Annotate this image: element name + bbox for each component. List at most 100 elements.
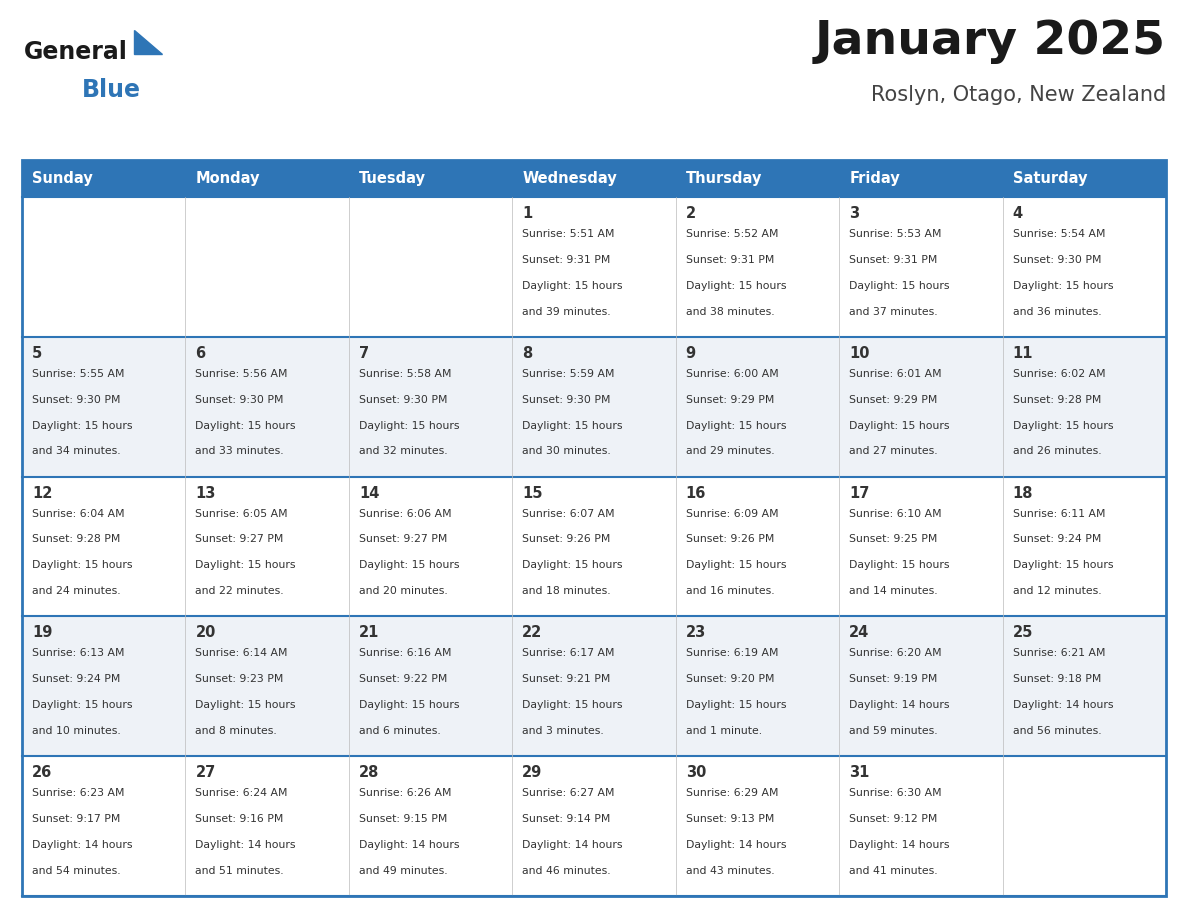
Text: 23: 23 bbox=[685, 625, 706, 641]
Text: Daylight: 15 hours: Daylight: 15 hours bbox=[849, 420, 949, 431]
Text: and 43 minutes.: and 43 minutes. bbox=[685, 866, 775, 876]
Text: Sunrise: 6:02 AM: Sunrise: 6:02 AM bbox=[1012, 369, 1105, 379]
Text: 27: 27 bbox=[196, 766, 216, 780]
Text: Sunrise: 5:52 AM: Sunrise: 5:52 AM bbox=[685, 229, 778, 239]
Text: Sunset: 9:20 PM: Sunset: 9:20 PM bbox=[685, 674, 775, 684]
Text: and 49 minutes.: and 49 minutes. bbox=[359, 866, 448, 876]
Text: 15: 15 bbox=[523, 486, 543, 500]
Text: Sunrise: 6:09 AM: Sunrise: 6:09 AM bbox=[685, 509, 778, 519]
Text: Sunset: 9:24 PM: Sunset: 9:24 PM bbox=[1012, 534, 1101, 544]
Text: and 41 minutes.: and 41 minutes. bbox=[849, 866, 937, 876]
Text: Roslyn, Otago, New Zealand: Roslyn, Otago, New Zealand bbox=[871, 85, 1165, 105]
Text: Daylight: 15 hours: Daylight: 15 hours bbox=[359, 560, 460, 570]
Text: Sunrise: 6:06 AM: Sunrise: 6:06 AM bbox=[359, 509, 451, 519]
Text: Sunrise: 6:00 AM: Sunrise: 6:00 AM bbox=[685, 369, 778, 379]
Text: Sunset: 9:30 PM: Sunset: 9:30 PM bbox=[196, 395, 284, 405]
Text: Sunrise: 6:30 AM: Sunrise: 6:30 AM bbox=[849, 789, 942, 798]
Text: Saturday: Saturday bbox=[1012, 171, 1087, 186]
Text: 1: 1 bbox=[523, 206, 532, 221]
Text: and 12 minutes.: and 12 minutes. bbox=[1012, 587, 1101, 596]
Text: Sunset: 9:17 PM: Sunset: 9:17 PM bbox=[32, 814, 120, 824]
Text: Sunrise: 6:07 AM: Sunrise: 6:07 AM bbox=[523, 509, 615, 519]
Text: Sunset: 9:14 PM: Sunset: 9:14 PM bbox=[523, 814, 611, 824]
Text: Wednesday: Wednesday bbox=[523, 171, 617, 186]
Text: and 26 minutes.: and 26 minutes. bbox=[1012, 446, 1101, 456]
Text: and 8 minutes.: and 8 minutes. bbox=[196, 726, 277, 736]
Text: 25: 25 bbox=[1012, 625, 1032, 641]
Text: and 10 minutes.: and 10 minutes. bbox=[32, 726, 121, 736]
Text: Sunset: 9:30 PM: Sunset: 9:30 PM bbox=[359, 395, 448, 405]
Text: Sunset: 9:29 PM: Sunset: 9:29 PM bbox=[685, 395, 775, 405]
Text: Sunrise: 6:20 AM: Sunrise: 6:20 AM bbox=[849, 648, 942, 658]
Text: Sunset: 9:30 PM: Sunset: 9:30 PM bbox=[1012, 255, 1101, 265]
Text: Sunrise: 6:19 AM: Sunrise: 6:19 AM bbox=[685, 648, 778, 658]
Text: and 1 minute.: and 1 minute. bbox=[685, 726, 762, 736]
Text: 30: 30 bbox=[685, 766, 706, 780]
Text: Daylight: 15 hours: Daylight: 15 hours bbox=[196, 420, 296, 431]
Text: 29: 29 bbox=[523, 766, 543, 780]
Text: 13: 13 bbox=[196, 486, 216, 500]
Text: 7: 7 bbox=[359, 346, 369, 361]
Text: and 29 minutes.: and 29 minutes. bbox=[685, 446, 775, 456]
Text: Daylight: 15 hours: Daylight: 15 hours bbox=[685, 281, 786, 291]
Text: Daylight: 15 hours: Daylight: 15 hours bbox=[685, 560, 786, 570]
Text: Sunset: 9:25 PM: Sunset: 9:25 PM bbox=[849, 534, 937, 544]
Text: and 27 minutes.: and 27 minutes. bbox=[849, 446, 937, 456]
Text: Sunrise: 6:11 AM: Sunrise: 6:11 AM bbox=[1012, 509, 1105, 519]
Text: and 32 minutes.: and 32 minutes. bbox=[359, 446, 448, 456]
Text: Sunset: 9:21 PM: Sunset: 9:21 PM bbox=[523, 674, 611, 684]
Text: Daylight: 15 hours: Daylight: 15 hours bbox=[359, 700, 460, 711]
Text: Daylight: 15 hours: Daylight: 15 hours bbox=[1012, 560, 1113, 570]
Text: Daylight: 15 hours: Daylight: 15 hours bbox=[1012, 420, 1113, 431]
Text: and 36 minutes.: and 36 minutes. bbox=[1012, 307, 1101, 317]
Text: Daylight: 15 hours: Daylight: 15 hours bbox=[849, 281, 949, 291]
Text: Sunset: 9:28 PM: Sunset: 9:28 PM bbox=[1012, 395, 1101, 405]
Text: Sunrise: 5:55 AM: Sunrise: 5:55 AM bbox=[32, 369, 125, 379]
Text: and 56 minutes.: and 56 minutes. bbox=[1012, 726, 1101, 736]
Text: 19: 19 bbox=[32, 625, 52, 641]
Text: Tuesday: Tuesday bbox=[359, 171, 425, 186]
Text: Sunrise: 6:27 AM: Sunrise: 6:27 AM bbox=[523, 789, 614, 798]
Polygon shape bbox=[134, 30, 162, 54]
Text: 26: 26 bbox=[32, 766, 52, 780]
Text: Sunrise: 5:58 AM: Sunrise: 5:58 AM bbox=[359, 369, 451, 379]
Text: and 20 minutes.: and 20 minutes. bbox=[359, 587, 448, 596]
Text: Daylight: 15 hours: Daylight: 15 hours bbox=[849, 560, 949, 570]
Text: Daylight: 15 hours: Daylight: 15 hours bbox=[523, 700, 623, 711]
Text: and 33 minutes.: and 33 minutes. bbox=[196, 446, 284, 456]
Text: Sunrise: 6:21 AM: Sunrise: 6:21 AM bbox=[1012, 648, 1105, 658]
Text: and 22 minutes.: and 22 minutes. bbox=[196, 587, 284, 596]
Text: Sunset: 9:30 PM: Sunset: 9:30 PM bbox=[32, 395, 120, 405]
Text: Daylight: 14 hours: Daylight: 14 hours bbox=[1012, 700, 1113, 711]
Text: Sunrise: 6:04 AM: Sunrise: 6:04 AM bbox=[32, 509, 125, 519]
Text: 18: 18 bbox=[1012, 486, 1034, 500]
Text: Sunset: 9:22 PM: Sunset: 9:22 PM bbox=[359, 674, 447, 684]
Text: and 39 minutes.: and 39 minutes. bbox=[523, 307, 611, 317]
Text: Daylight: 15 hours: Daylight: 15 hours bbox=[32, 700, 133, 711]
Text: Daylight: 15 hours: Daylight: 15 hours bbox=[685, 700, 786, 711]
Text: 17: 17 bbox=[849, 486, 870, 500]
Text: Daylight: 14 hours: Daylight: 14 hours bbox=[196, 840, 296, 850]
Text: and 6 minutes.: and 6 minutes. bbox=[359, 726, 441, 736]
Text: Daylight: 15 hours: Daylight: 15 hours bbox=[523, 420, 623, 431]
Text: Sunrise: 6:16 AM: Sunrise: 6:16 AM bbox=[359, 648, 451, 658]
Text: 12: 12 bbox=[32, 486, 52, 500]
Text: Sunrise: 6:26 AM: Sunrise: 6:26 AM bbox=[359, 789, 451, 798]
Text: Sunset: 9:27 PM: Sunset: 9:27 PM bbox=[196, 534, 284, 544]
Text: Sunset: 9:27 PM: Sunset: 9:27 PM bbox=[359, 534, 447, 544]
Text: January 2025: January 2025 bbox=[815, 19, 1165, 64]
Text: Sunset: 9:26 PM: Sunset: 9:26 PM bbox=[523, 534, 611, 544]
Bar bbox=[23, 337, 1165, 476]
Text: Daylight: 15 hours: Daylight: 15 hours bbox=[685, 420, 786, 431]
Text: Sunrise: 6:24 AM: Sunrise: 6:24 AM bbox=[196, 789, 287, 798]
Bar bbox=[23, 160, 1165, 896]
Text: Sunset: 9:13 PM: Sunset: 9:13 PM bbox=[685, 814, 775, 824]
Bar bbox=[23, 616, 1165, 756]
Text: 14: 14 bbox=[359, 486, 379, 500]
Text: and 18 minutes.: and 18 minutes. bbox=[523, 587, 611, 596]
Text: and 16 minutes.: and 16 minutes. bbox=[685, 587, 775, 596]
Text: Sunrise: 6:05 AM: Sunrise: 6:05 AM bbox=[196, 509, 287, 519]
Bar bbox=[23, 197, 1165, 337]
Text: Sunset: 9:28 PM: Sunset: 9:28 PM bbox=[32, 534, 120, 544]
Text: 11: 11 bbox=[1012, 346, 1034, 361]
